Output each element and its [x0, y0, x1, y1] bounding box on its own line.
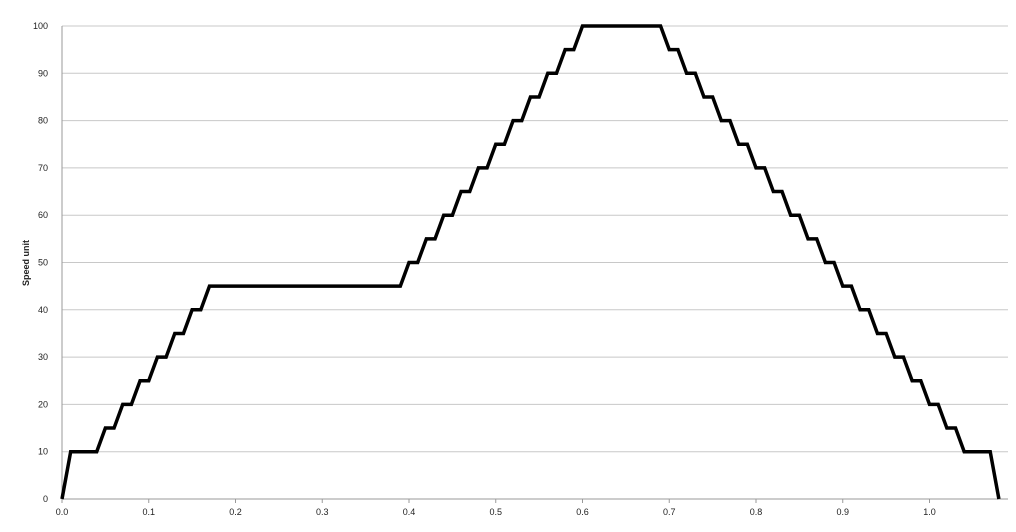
- series-line-0: [60, 24, 1001, 500]
- x-tick-label: 0.9: [836, 507, 849, 517]
- y-tick-label: 40: [38, 305, 48, 315]
- y-tick-label: 30: [38, 352, 48, 362]
- y-tick-labels: 0 10 20 30 40 50 60 70 80 90 100: [33, 21, 48, 504]
- y-tick-label: 50: [38, 258, 48, 268]
- series-layer: [60, 24, 1001, 500]
- grid-lines: [61, 25, 1008, 503]
- y-tick-label: 10: [38, 447, 48, 457]
- y-tick-label: 100: [33, 21, 48, 31]
- x-tick-label: 0.1: [142, 507, 155, 517]
- x-tick-label: 0.6: [576, 507, 589, 517]
- y-tick-label: 0: [43, 494, 48, 504]
- y-tick-label: 70: [38, 163, 48, 173]
- x-tick-label: 0.3: [316, 507, 329, 517]
- y-tick-label: 60: [38, 210, 48, 220]
- x-tick-labels: 0.0 0.1 0.2 0.3 0.4 0.5 0.6 0.7 0.8 0.9 1.0: [56, 507, 936, 517]
- x-tick-label: 1.0: [923, 507, 936, 517]
- x-tick-label: 0.4: [403, 507, 416, 517]
- x-tick-label: 0.5: [489, 507, 502, 517]
- y-tick-label: 90: [38, 68, 48, 78]
- y-tick-label: 80: [38, 116, 48, 126]
- x-tick-label: 0.0: [56, 507, 69, 517]
- y-axis-title: Speed unit: [21, 240, 31, 286]
- x-tick-label: 0.7: [663, 507, 676, 517]
- y-tick-label: 20: [38, 399, 48, 409]
- x-tick-label: 0.2: [229, 507, 242, 517]
- x-tick-label: 0.8: [750, 507, 763, 517]
